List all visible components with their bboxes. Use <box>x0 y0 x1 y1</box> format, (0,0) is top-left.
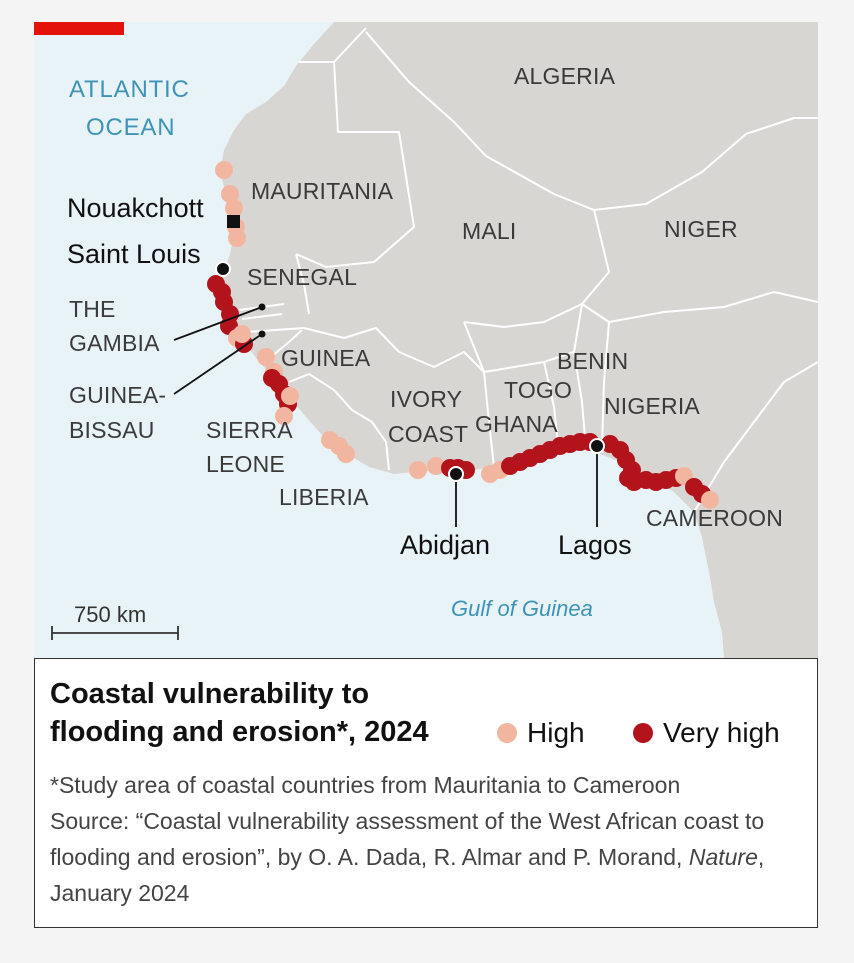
lagos-marker <box>589 438 605 454</box>
country-label-mauritania: MAURITANIA <box>251 178 394 204</box>
country-label-cameroon: CAMEROON <box>646 505 783 531</box>
country-label-ivory-coast-2: COAST <box>388 421 468 447</box>
figure: ATLANTIC OCEAN Gulf of Guinea ALGERIA MA… <box>34 22 818 928</box>
high-dot <box>233 325 251 343</box>
border-ivory-coast-mali <box>398 351 485 373</box>
city-label-abidjan: Abidjan <box>400 530 490 560</box>
country-label-nigeria: NIGERIA <box>604 393 700 419</box>
border-ghana-togo <box>543 361 560 453</box>
source-journal: Nature <box>688 844 758 870</box>
chart-title: Coastal vulnerability to flooding and er… <box>50 678 429 748</box>
border-liberia-guinea <box>333 389 373 423</box>
land-mass <box>220 22 818 658</box>
high-dot <box>701 491 719 509</box>
border-mali-niger <box>463 209 610 328</box>
country-label-ivory-coast-1: IVORY <box>390 386 462 412</box>
border-ivory-coast-ghana <box>483 371 495 468</box>
high-dot <box>281 387 299 405</box>
border-guinea-sierra-leone <box>288 373 335 391</box>
border-algeria-mali-niger <box>485 117 818 211</box>
country-label-guinea-bissau-1: GUINEA- <box>69 382 166 408</box>
high-dot <box>225 199 243 217</box>
legend-item-high: High <box>497 717 585 749</box>
country-label-senegal: SENEGAL <box>247 264 357 290</box>
border-mauritania-mali <box>295 61 415 268</box>
gambia-leader-line <box>173 306 263 341</box>
map: ATLANTIC OCEAN Gulf of Guinea ALGERIA MA… <box>34 22 818 658</box>
gambia-leader-end <box>258 303 266 311</box>
legend-dot-very-high <box>633 723 653 743</box>
high-dot <box>215 161 233 179</box>
country-label-gambia-1: THE <box>69 296 116 322</box>
high-dot <box>228 229 246 247</box>
border-nigeria-cameroon <box>693 361 818 513</box>
notes: *Study area of coastal countries from Ma… <box>50 767 800 911</box>
border-niger-nigeria <box>608 291 818 323</box>
red-tab <box>34 22 124 35</box>
legend-item-very-high: Very high <box>633 717 780 749</box>
vulnerability-dots <box>207 161 719 509</box>
border-mauritania-algeria <box>365 31 487 157</box>
ocean-label-line1: ATLANTIC <box>69 76 190 103</box>
scale-label: 750 km <box>74 602 146 627</box>
source-prefix: Source: “Coastal vulnerability assessmen… <box>50 808 765 870</box>
legend-panel: Coastal vulnerability to flooding and er… <box>34 658 818 928</box>
country-label-mali: MALI <box>462 218 516 244</box>
country-label-gambia-2: GAMBIA <box>69 330 160 356</box>
border-benin-nigeria <box>581 303 610 448</box>
legend-label-very-high: Very high <box>663 717 780 748</box>
ocean-label-line2: OCEAN <box>86 114 175 141</box>
country-label-algeria: ALGERIA <box>514 63 616 89</box>
border-guinea-mali <box>303 327 400 353</box>
city-label-nouakchott: Nouakchott <box>67 193 204 223</box>
high-dot <box>337 445 355 463</box>
saint-louis-marker <box>215 261 231 277</box>
nouakchott-marker <box>227 215 240 228</box>
border-senegal-guinea-bissau <box>245 327 305 333</box>
abidjan-marker <box>448 466 464 482</box>
country-label-sierra-leone-2: LEONE <box>206 451 285 477</box>
city-label-lagos: Lagos <box>558 530 632 560</box>
city-label-saint-louis: Saint Louis <box>67 239 201 269</box>
high-dot <box>409 461 427 479</box>
border-guinea-bissau-guinea <box>271 329 303 357</box>
high-dot <box>221 185 239 203</box>
border-togo-benin <box>573 351 587 451</box>
country-label-liberia: LIBERIA <box>279 484 369 510</box>
gulf-label: Gulf of Guinea <box>451 596 593 621</box>
legend-dot-high <box>497 723 517 743</box>
country-label-benin: BENIN <box>557 348 628 374</box>
scale-bar <box>51 626 179 640</box>
guinea-bissau-leader-end <box>258 330 266 338</box>
guinea-bissau-leader-line <box>173 333 263 395</box>
country-label-guinea: GUINEA <box>281 345 371 371</box>
country-label-ghana: GHANA <box>475 411 558 437</box>
high-dot <box>427 457 445 475</box>
border-liberia-ivory-coast <box>371 421 390 471</box>
source-suffix: , January 2024 <box>50 844 765 906</box>
border-senegal-mali <box>295 253 310 315</box>
country-label-sierra-leone-1: SIERRA <box>206 417 293 443</box>
country-label-guinea-bissau-2: BISSAU <box>69 417 155 443</box>
legend-label-high: High <box>527 717 585 748</box>
country-borders <box>238 27 818 513</box>
footnote: *Study area of coastal countries from Ma… <box>50 772 681 798</box>
country-label-niger: NIGER <box>664 216 738 242</box>
high-dot <box>257 348 275 366</box>
high-dot <box>275 407 293 425</box>
country-label-togo: TOGO <box>504 377 572 403</box>
source-note: Source: “Coastal vulnerability assessmen… <box>50 803 800 911</box>
